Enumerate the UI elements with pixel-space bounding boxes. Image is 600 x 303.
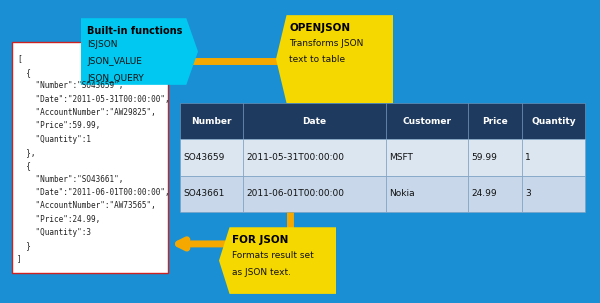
Polygon shape bbox=[219, 227, 336, 294]
Text: 2011-06-01T00:00:00: 2011-06-01T00:00:00 bbox=[247, 189, 345, 198]
Text: Number: Number bbox=[191, 117, 232, 126]
FancyBboxPatch shape bbox=[522, 176, 585, 212]
Text: Nokia: Nokia bbox=[389, 189, 415, 198]
Text: {: { bbox=[17, 161, 31, 170]
FancyBboxPatch shape bbox=[12, 42, 168, 273]
FancyBboxPatch shape bbox=[180, 176, 243, 212]
Text: MSFT: MSFT bbox=[389, 153, 413, 162]
Text: 3: 3 bbox=[526, 189, 531, 198]
Text: "Price":24.99,: "Price":24.99, bbox=[17, 215, 100, 224]
Text: "Date":"2011-05-31T00:00:00",: "Date":"2011-05-31T00:00:00", bbox=[17, 95, 169, 104]
FancyBboxPatch shape bbox=[386, 139, 468, 176]
FancyBboxPatch shape bbox=[522, 103, 585, 139]
Text: 24.99: 24.99 bbox=[472, 189, 497, 198]
Text: 2011-05-31T00:00:00: 2011-05-31T00:00:00 bbox=[247, 153, 345, 162]
Text: "Number":"SO43661",: "Number":"SO43661", bbox=[17, 175, 123, 184]
Text: Transforms JSON: Transforms JSON bbox=[289, 39, 364, 48]
Text: SO43661: SO43661 bbox=[184, 189, 225, 198]
Text: "Date":"2011-06-01T00:00:00",: "Date":"2011-06-01T00:00:00", bbox=[17, 188, 169, 197]
Text: OPENJSON: OPENJSON bbox=[289, 23, 350, 33]
Text: Date: Date bbox=[302, 117, 326, 126]
Text: 59.99: 59.99 bbox=[472, 153, 497, 162]
Text: JSON_QUERY: JSON_QUERY bbox=[87, 74, 144, 83]
Text: 1: 1 bbox=[526, 153, 531, 162]
Text: Price: Price bbox=[482, 117, 508, 126]
Text: "Number":"SO43659",: "Number":"SO43659", bbox=[17, 81, 123, 90]
Text: as JSON text.: as JSON text. bbox=[232, 268, 291, 277]
FancyBboxPatch shape bbox=[386, 176, 468, 212]
Text: Quantity: Quantity bbox=[531, 117, 576, 126]
FancyBboxPatch shape bbox=[468, 103, 522, 139]
Text: SO43659: SO43659 bbox=[184, 153, 225, 162]
Text: FOR JSON: FOR JSON bbox=[232, 235, 289, 245]
Text: }: } bbox=[17, 241, 31, 250]
Text: ]: ] bbox=[17, 255, 22, 264]
FancyBboxPatch shape bbox=[243, 103, 386, 139]
Text: JSON_VALUE: JSON_VALUE bbox=[87, 57, 142, 66]
Text: [: [ bbox=[17, 55, 22, 64]
FancyBboxPatch shape bbox=[386, 103, 468, 139]
Polygon shape bbox=[81, 18, 198, 85]
Text: "Price":59.99,: "Price":59.99, bbox=[17, 121, 100, 130]
FancyBboxPatch shape bbox=[468, 139, 522, 176]
Text: "AccountNumber":"AW29825",: "AccountNumber":"AW29825", bbox=[17, 108, 155, 117]
Text: {: { bbox=[17, 68, 31, 77]
FancyBboxPatch shape bbox=[180, 139, 243, 176]
FancyBboxPatch shape bbox=[243, 176, 386, 212]
Text: text to table: text to table bbox=[289, 55, 346, 65]
Text: "AccountNumber":"AW73565",: "AccountNumber":"AW73565", bbox=[17, 201, 155, 210]
Text: },: }, bbox=[17, 148, 35, 157]
FancyBboxPatch shape bbox=[180, 103, 243, 139]
FancyBboxPatch shape bbox=[243, 139, 386, 176]
Text: Customer: Customer bbox=[403, 117, 451, 126]
Text: Built-in functions: Built-in functions bbox=[87, 26, 182, 36]
Text: ISJSON: ISJSON bbox=[87, 40, 118, 49]
Text: "Quantity":3: "Quantity":3 bbox=[17, 228, 91, 237]
FancyBboxPatch shape bbox=[522, 139, 585, 176]
FancyBboxPatch shape bbox=[468, 176, 522, 212]
Text: "Quantity":1: "Quantity":1 bbox=[17, 135, 91, 144]
Polygon shape bbox=[276, 15, 393, 103]
Text: Formats result set: Formats result set bbox=[232, 251, 314, 261]
